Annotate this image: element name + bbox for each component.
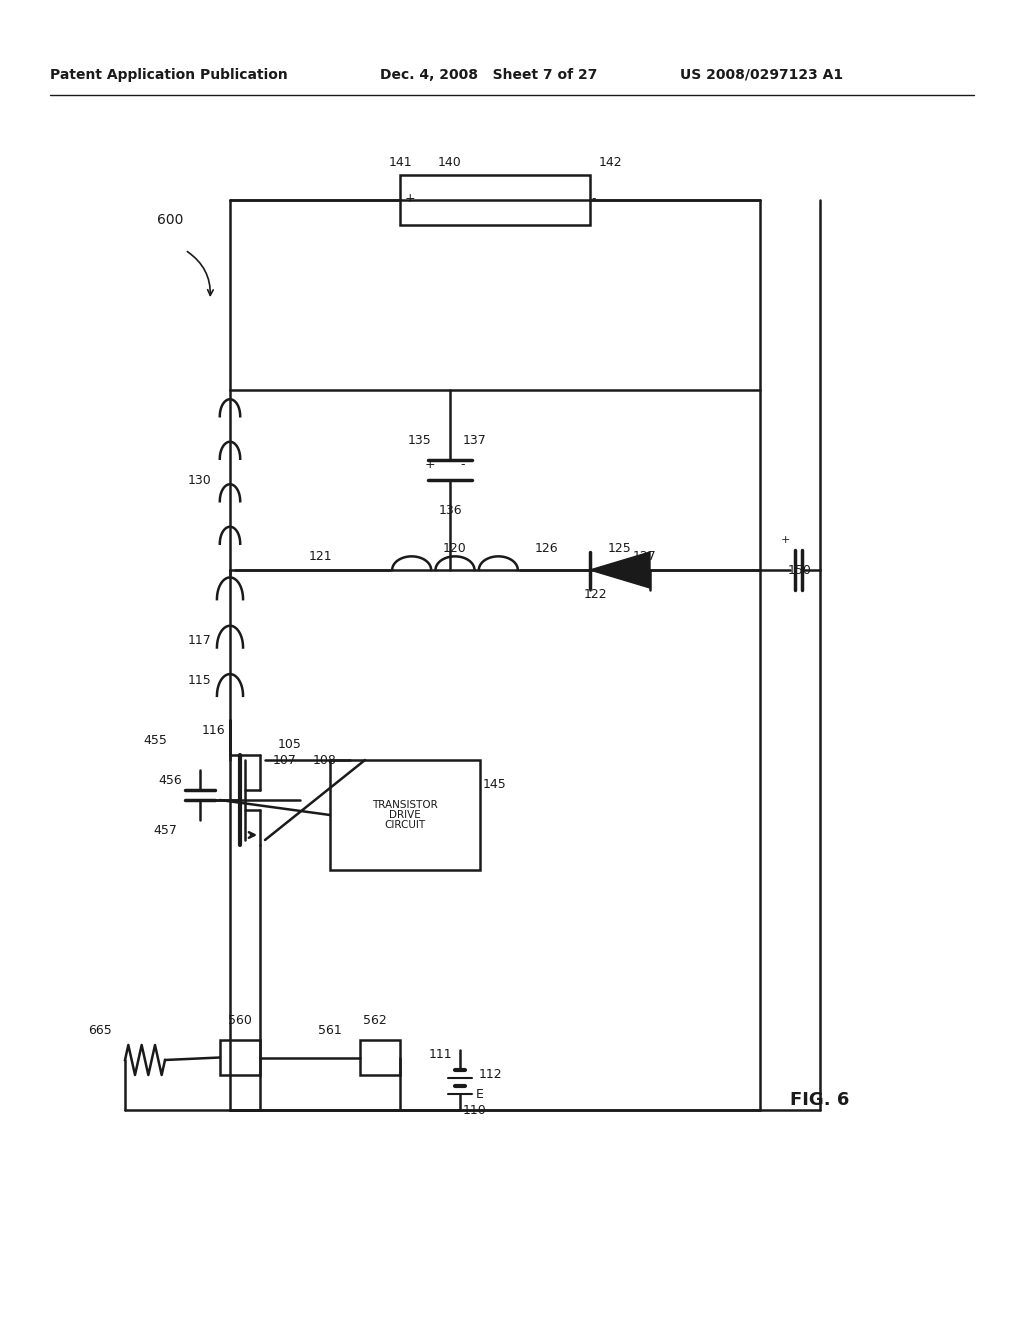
- Bar: [360, 1040, 400, 1074]
- Text: FIG. 6: FIG. 6: [791, 1092, 850, 1109]
- Text: 455: 455: [143, 734, 167, 747]
- Text: -: -: [592, 193, 596, 206]
- Text: +: +: [780, 535, 790, 545]
- Text: 561: 561: [318, 1023, 342, 1036]
- Text: 136: 136: [438, 503, 462, 516]
- Bar: [330, 760, 480, 870]
- Text: 130: 130: [188, 474, 212, 487]
- Text: 137: 137: [463, 433, 486, 446]
- Text: TRANSISTOR: TRANSISTOR: [372, 800, 438, 810]
- Text: 142: 142: [598, 157, 622, 169]
- Text: 140: 140: [438, 157, 462, 169]
- Text: 110: 110: [463, 1104, 486, 1117]
- Text: 115: 115: [188, 673, 212, 686]
- Text: 107: 107: [273, 754, 297, 767]
- Text: 122: 122: [584, 589, 607, 602]
- Text: 127: 127: [633, 550, 656, 564]
- Text: E: E: [476, 1089, 484, 1101]
- Text: 126: 126: [535, 541, 558, 554]
- Text: DRIVE: DRIVE: [389, 810, 421, 820]
- Text: 120: 120: [443, 541, 467, 554]
- Text: 121: 121: [308, 550, 332, 564]
- Text: 112: 112: [478, 1068, 502, 1081]
- Text: 560: 560: [228, 1014, 252, 1027]
- Bar: [400, 176, 590, 224]
- Text: 145: 145: [483, 779, 507, 792]
- Text: 600: 600: [157, 213, 183, 227]
- Text: 150: 150: [788, 564, 812, 577]
- Text: 125: 125: [608, 541, 632, 554]
- Text: US 2008/0297123 A1: US 2008/0297123 A1: [680, 69, 843, 82]
- Text: 117: 117: [188, 634, 212, 647]
- Bar: [220, 1040, 260, 1074]
- Polygon shape: [590, 552, 650, 587]
- Text: 457: 457: [153, 824, 177, 837]
- Text: -: -: [461, 458, 465, 471]
- Text: 108: 108: [313, 754, 337, 767]
- Text: 665: 665: [88, 1023, 112, 1036]
- Text: 562: 562: [364, 1014, 387, 1027]
- Text: +: +: [425, 458, 435, 471]
- Text: 135: 135: [409, 433, 432, 446]
- Text: 456: 456: [158, 774, 182, 787]
- Text: 111: 111: [428, 1048, 452, 1061]
- Text: 141: 141: [388, 157, 412, 169]
- Text: CIRCUIT: CIRCUIT: [384, 820, 426, 830]
- Text: Patent Application Publication: Patent Application Publication: [50, 69, 288, 82]
- Text: Dec. 4, 2008   Sheet 7 of 27: Dec. 4, 2008 Sheet 7 of 27: [380, 69, 597, 82]
- Text: 116: 116: [201, 723, 225, 737]
- Text: +: +: [404, 193, 416, 206]
- Text: 105: 105: [279, 738, 302, 751]
